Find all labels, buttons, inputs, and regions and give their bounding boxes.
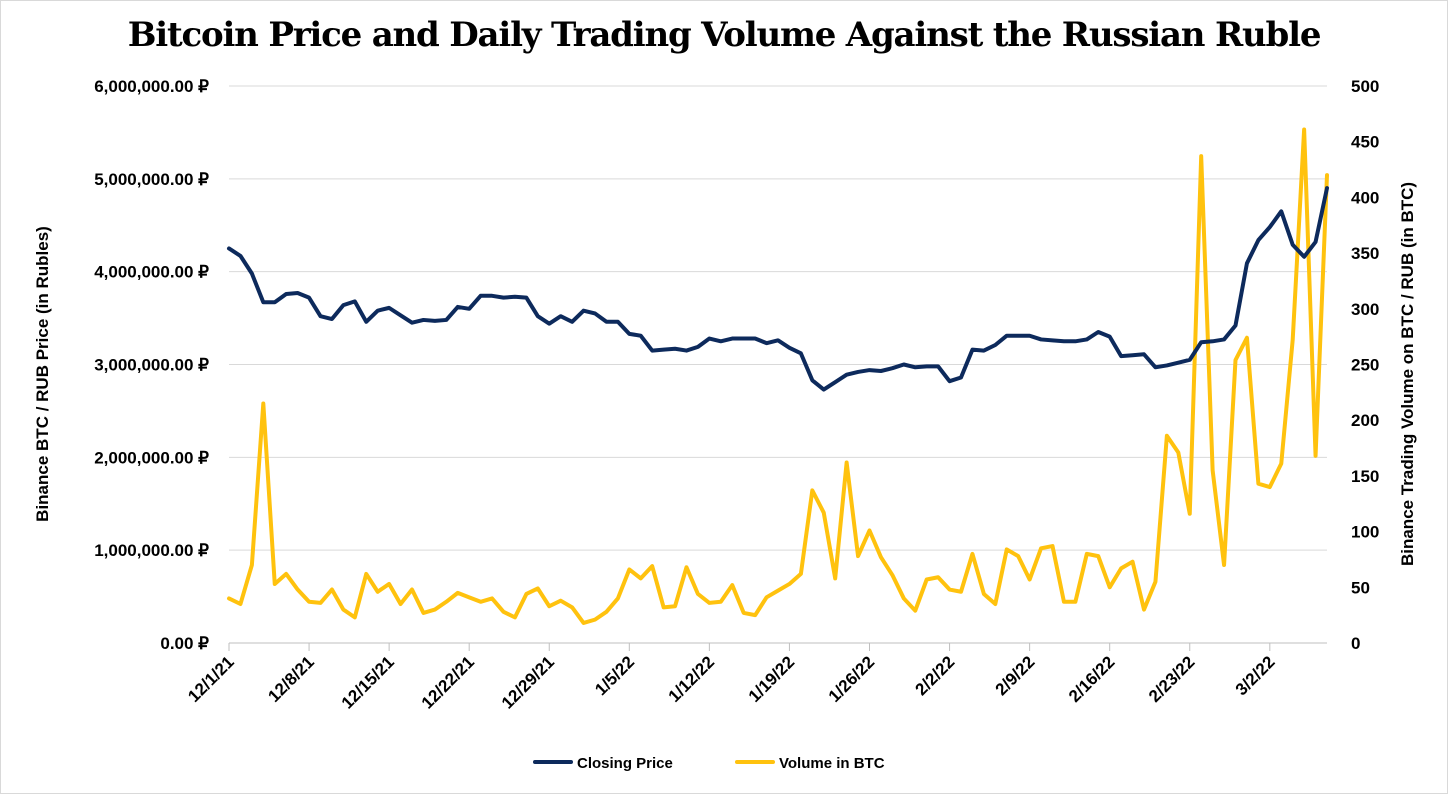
y-left-tick-label: 4,000,000.00 ₽ [94, 263, 209, 282]
x-tick-label: 1/12/22 [665, 652, 719, 706]
x-tick-label: 1/19/22 [745, 652, 799, 706]
x-tick-label: 12/15/21 [338, 652, 398, 712]
y-right-tick-label: 350 [1351, 244, 1379, 263]
x-tick-label: 1/5/22 [591, 652, 638, 699]
x-tick-label: 2/9/22 [992, 652, 1039, 699]
y-left-tick-label: 6,000,000.00 ₽ [94, 77, 209, 96]
x-tick-label: 1/26/22 [825, 652, 879, 706]
chart-title: Bitcoin Price and Daily Trading Volume A… [127, 15, 1322, 55]
x-tick-label: 2/23/22 [1145, 652, 1199, 706]
y-left-tick-label: 5,000,000.00 ₽ [94, 170, 209, 189]
y-right-tick-label: 200 [1351, 411, 1379, 430]
y-left-tick-label: 1,000,000.00 ₽ [94, 541, 209, 560]
x-tick-label: 12/22/21 [418, 652, 478, 712]
y-right-tick-label: 300 [1351, 300, 1379, 319]
y-right-tick-label: 100 [1351, 523, 1379, 542]
x-tick-label: 2/2/22 [912, 652, 959, 699]
x-axis: 12/1/21 12/8/21 12/15/21 12/22/21 12/29/21 1/… [184, 643, 1279, 713]
y-right-tick-label: 250 [1351, 356, 1379, 375]
y-right-tick-label: 500 [1351, 77, 1379, 96]
y-axis-left: 0.00 ₽ 1,000,000.00 ₽ 2,000,000.00 ₽ 3,000,… [94, 77, 209, 653]
x-tick-label: 12/8/21 [264, 652, 318, 706]
series-lines [227, 127, 1329, 625]
y-axis-right: 0 50 100 150 200 250 300 350 400 450 500 [1351, 77, 1379, 653]
legend-label: Closing Price [577, 755, 673, 772]
y-right-tick-label: 450 [1351, 133, 1379, 152]
x-tick-label: 3/2/22 [1232, 652, 1279, 699]
y-right-tick-label: 50 [1351, 578, 1370, 597]
legend-label: Volume in BTC [779, 755, 885, 772]
legend: Closing Price Volume in BTC [533, 755, 885, 772]
gridlines [229, 85, 1327, 644]
x-tick-label: 12/1/21 [184, 652, 238, 706]
y-right-tick-label: 400 [1351, 188, 1379, 207]
y-axis-right-title: Binance Trading Volume on BTC / RUB (in … [1398, 182, 1417, 566]
x-tick-label: 12/29/21 [498, 652, 558, 712]
y-axis-left-title: Binance BTC / RUB Price (in Rubles) [33, 226, 52, 522]
series-line-closing-price [227, 186, 1329, 392]
series-line-volume [227, 127, 1329, 625]
y-right-tick-label: 0 [1351, 634, 1360, 653]
y-right-tick-label: 150 [1351, 467, 1379, 486]
y-left-tick-label: 2,000,000.00 ₽ [94, 448, 209, 467]
y-left-tick-label: 0.00 ₽ [160, 634, 209, 653]
y-left-tick-label: 3,000,000.00 ₽ [94, 356, 209, 375]
x-tick-label: 2/16/22 [1065, 652, 1119, 706]
